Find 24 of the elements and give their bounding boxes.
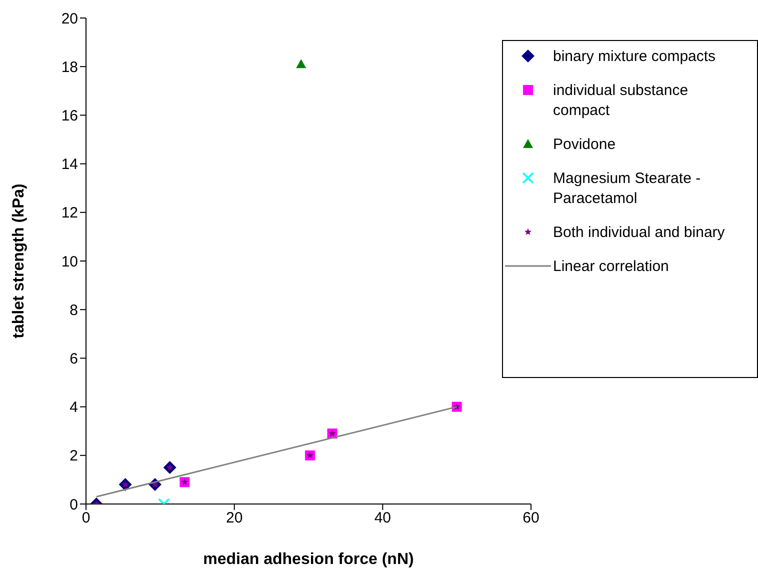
y-tick-label: 6 — [70, 350, 78, 368]
legend-label: binary mixture compacts — [553, 47, 717, 67]
y-tick-label: 2 — [70, 448, 78, 465]
y-tick-label: 10 — [61, 253, 78, 270]
x-tick-label: 0 — [82, 510, 90, 527]
x-tick-label: 60 — [522, 510, 540, 527]
y-tick-label: 8 — [70, 302, 78, 319]
y-tick-label: 4 — [70, 399, 78, 416]
y-tick-label: 14 — [61, 156, 78, 174]
legend-label: Magnesium Stearate - Paracetamol — [553, 169, 702, 209]
y-tick-label: 18 — [61, 58, 78, 76]
y-tick-label: 12 — [61, 204, 78, 222]
point — [296, 59, 306, 68]
x-tick-label: 20 — [226, 510, 243, 527]
y-tick-label: 20 — [61, 10, 78, 28]
legend-label: individual substance compact — [553, 81, 690, 121]
legend-label: Linear correlation — [553, 257, 670, 277]
x-tick-label: 40 — [374, 510, 392, 527]
legend-label: Povidone — [553, 135, 617, 155]
x-axis-title: median adhesion force (nN) — [203, 551, 414, 568]
legend-label: Both individual and binary — [553, 223, 726, 243]
y-axis-title: tablet strength (kPa) — [10, 184, 28, 338]
y-tick-label: 0 — [70, 496, 78, 514]
y-tick-label: 16 — [61, 108, 78, 125]
